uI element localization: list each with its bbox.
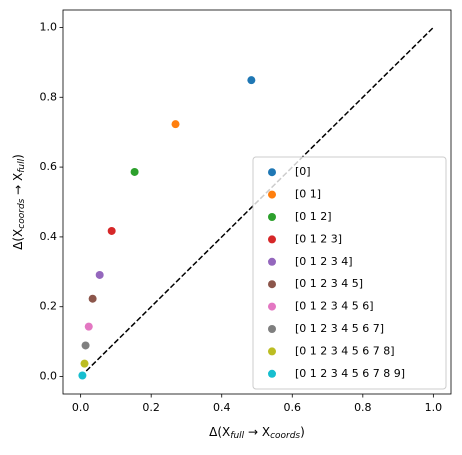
y-axis-label: Δ(Xcoords → Xfull): [11, 154, 27, 250]
point: [130, 167, 139, 176]
legend-marker: [268, 280, 276, 289]
y-axis-label-part: ): [11, 154, 25, 159]
legend-marker: [268, 369, 276, 378]
legend-marker: [268, 325, 276, 333]
point: [95, 270, 104, 279]
x-tick-label: 0.2: [142, 401, 160, 414]
y-tick-label: 0.0: [40, 370, 58, 383]
x-tick-label: 1.0: [425, 401, 443, 414]
legend-box: [252, 156, 447, 390]
y-axis-label-part: coords: [17, 198, 27, 228]
point: [84, 322, 93, 331]
y-axis-label-part: full: [17, 158, 27, 172]
x-axis-label-part: → X: [244, 425, 270, 439]
x-axis-label-part: Δ(X: [209, 425, 230, 439]
legend-label: [0 1 2 3 4 5 6 7 8 9]: [295, 367, 405, 380]
y-tick-label: 1.0: [40, 20, 58, 33]
point: [81, 341, 90, 350]
x-axis-label: Δ(Xfull → Xcoords): [209, 425, 305, 441]
legend-label: [0 1 2 3]: [295, 232, 342, 245]
y-tick-label: 0.4: [40, 230, 58, 243]
point: [78, 371, 87, 380]
x-axis-label-part: coords: [270, 431, 300, 441]
legend-label: [0 1 2 3 4 5]: [295, 277, 363, 290]
legend-marker: [268, 302, 276, 311]
legend-label: [0 1]: [295, 188, 321, 201]
point: [88, 294, 97, 303]
legend-marker: [268, 347, 276, 356]
y-tick-label: 0.6: [40, 160, 58, 173]
legend-marker: [268, 168, 276, 177]
legend-marker: [268, 257, 276, 266]
y-tick-label: 0.8: [40, 90, 58, 103]
legend-label: [0 1 2 3 4 5 6]: [295, 300, 374, 313]
x-tick-label: 0.4: [213, 401, 231, 414]
legend-marker: [268, 235, 276, 244]
axes-frame: [62, 9, 452, 395]
point: [80, 359, 89, 368]
x-tick-label: 0.6: [284, 401, 302, 414]
legend-marker: [268, 190, 276, 199]
point: [247, 76, 256, 85]
legend-marker: [268, 213, 276, 221]
point: [171, 120, 180, 129]
legend-label: [0 1 2]: [295, 210, 332, 223]
y-tick-label: 0.2: [40, 300, 58, 313]
point: [107, 226, 116, 235]
legend-label: [0 1 2 3 4 5 6 7]: [295, 322, 384, 335]
y-axis-label-part: Δ(X: [11, 229, 25, 250]
x-axis-label-part: full: [230, 431, 244, 441]
y-axis-label-part: → X: [11, 173, 25, 199]
x-tick-label: 0.0: [72, 401, 90, 414]
legend-label: [0 1 2 3 4 5 6 7 8]: [295, 344, 395, 357]
x-tick-label: 0.8: [354, 401, 372, 414]
legend-label: [0]: [295, 165, 311, 178]
legend-label: [0 1 2 3 4]: [295, 255, 353, 268]
x-axis-label-part: ): [300, 425, 305, 439]
